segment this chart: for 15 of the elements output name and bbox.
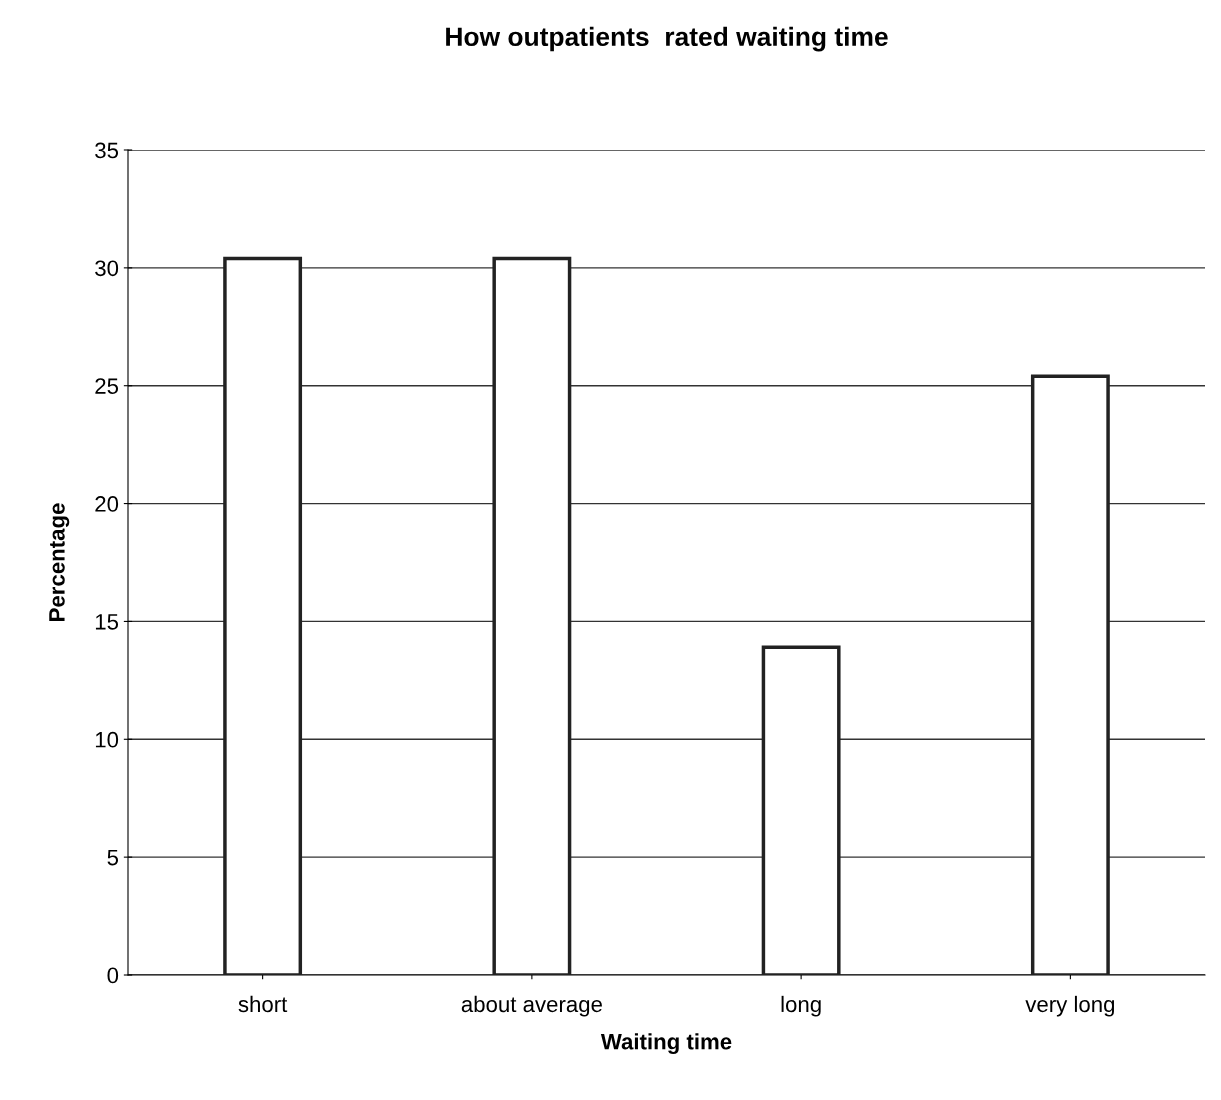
y-tick-label: 30 — [95, 260, 119, 277]
y-tick-label: 0 — [107, 967, 119, 984]
y-axis-title: Percentage — [49, 503, 70, 621]
y-tick-label: 20 — [95, 496, 119, 512]
y-tick-label: 25 — [95, 378, 119, 394]
x-tick-label: about average — [461, 995, 602, 1017]
y-tick-label: 15 — [95, 614, 119, 630]
y-tick-label: 35 — [95, 142, 119, 159]
y-tick-label: 10 — [95, 731, 119, 748]
x-tick-label: short — [238, 995, 288, 1013]
x-axis-title: Waiting time — [600, 1033, 732, 1055]
chart-title: How outpatients rated waiting time — [446, 26, 888, 52]
y-tick-label: 5 — [107, 849, 119, 866]
x-tick-label: long — [781, 995, 821, 1017]
x-tick-label: very long — [1025, 995, 1115, 1017]
